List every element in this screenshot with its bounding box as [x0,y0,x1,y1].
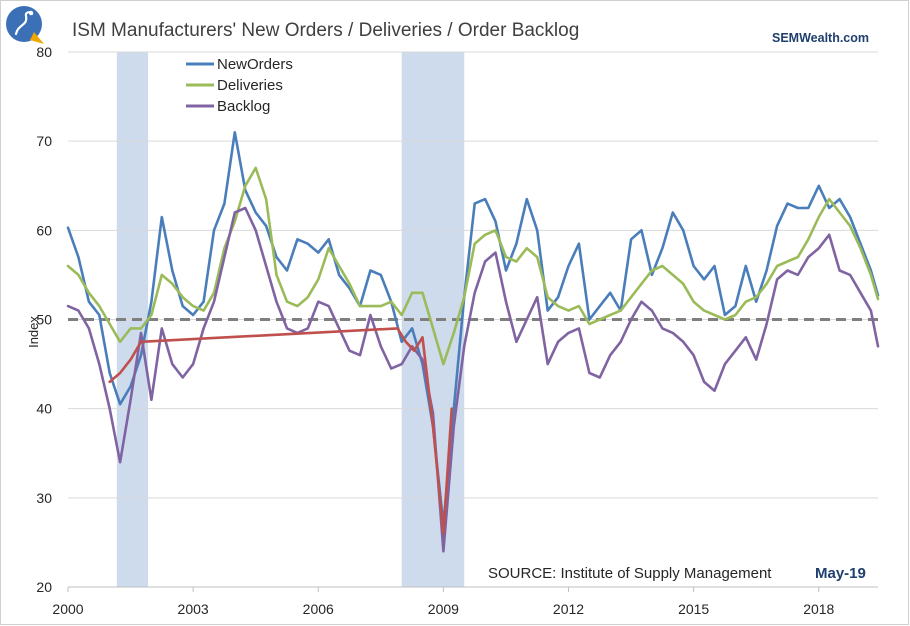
series-line-deliveries [66,166,880,366]
source-date: May-19 [815,565,866,582]
x-tick-2000: 2000 [52,601,83,617]
x-tick-2006: 2006 [303,601,334,617]
brand-label: SEMWealth.com [772,31,870,45]
y-tick-20: 20 [36,579,52,595]
y-tick-60: 60 [36,222,52,238]
gridlines [68,51,878,499]
y-tick-80: 80 [36,44,52,60]
y-tick-40: 40 [36,401,52,417]
legend-label-deliveries: Deliveries [217,77,283,94]
legend-label-backlog: Backlog [217,98,270,115]
y-axis-label: Index [26,316,41,348]
y-tick-50: 50 [36,312,52,328]
y-tick-70: 70 [36,133,52,149]
y-tick-30: 30 [36,490,52,506]
x-tick-2003: 2003 [178,601,209,617]
x-tick-2015: 2015 [678,601,709,617]
axes: 20 30 40 50 60 70 80 2000 2003 2006 2009 2012 2015 20… [36,44,878,617]
legend: NewOrders Deliveries Backlog [186,56,293,115]
series-line-4 [108,327,454,535]
chart-title: ISM Manufacturers' New Orders / Deliveri… [72,20,580,41]
source-note: SOURCE: Institute of Supply Management [488,565,772,582]
series-line-neworders [66,131,880,526]
series-line-backlog [66,206,880,553]
x-tick-2009: 2009 [428,601,459,617]
x-tick-2012: 2012 [553,601,584,617]
series-lines [66,131,880,553]
legend-label-neworders: NewOrders [217,56,293,73]
x-tick-2018: 2018 [803,601,834,617]
semwealth-logo-icon [4,4,48,48]
